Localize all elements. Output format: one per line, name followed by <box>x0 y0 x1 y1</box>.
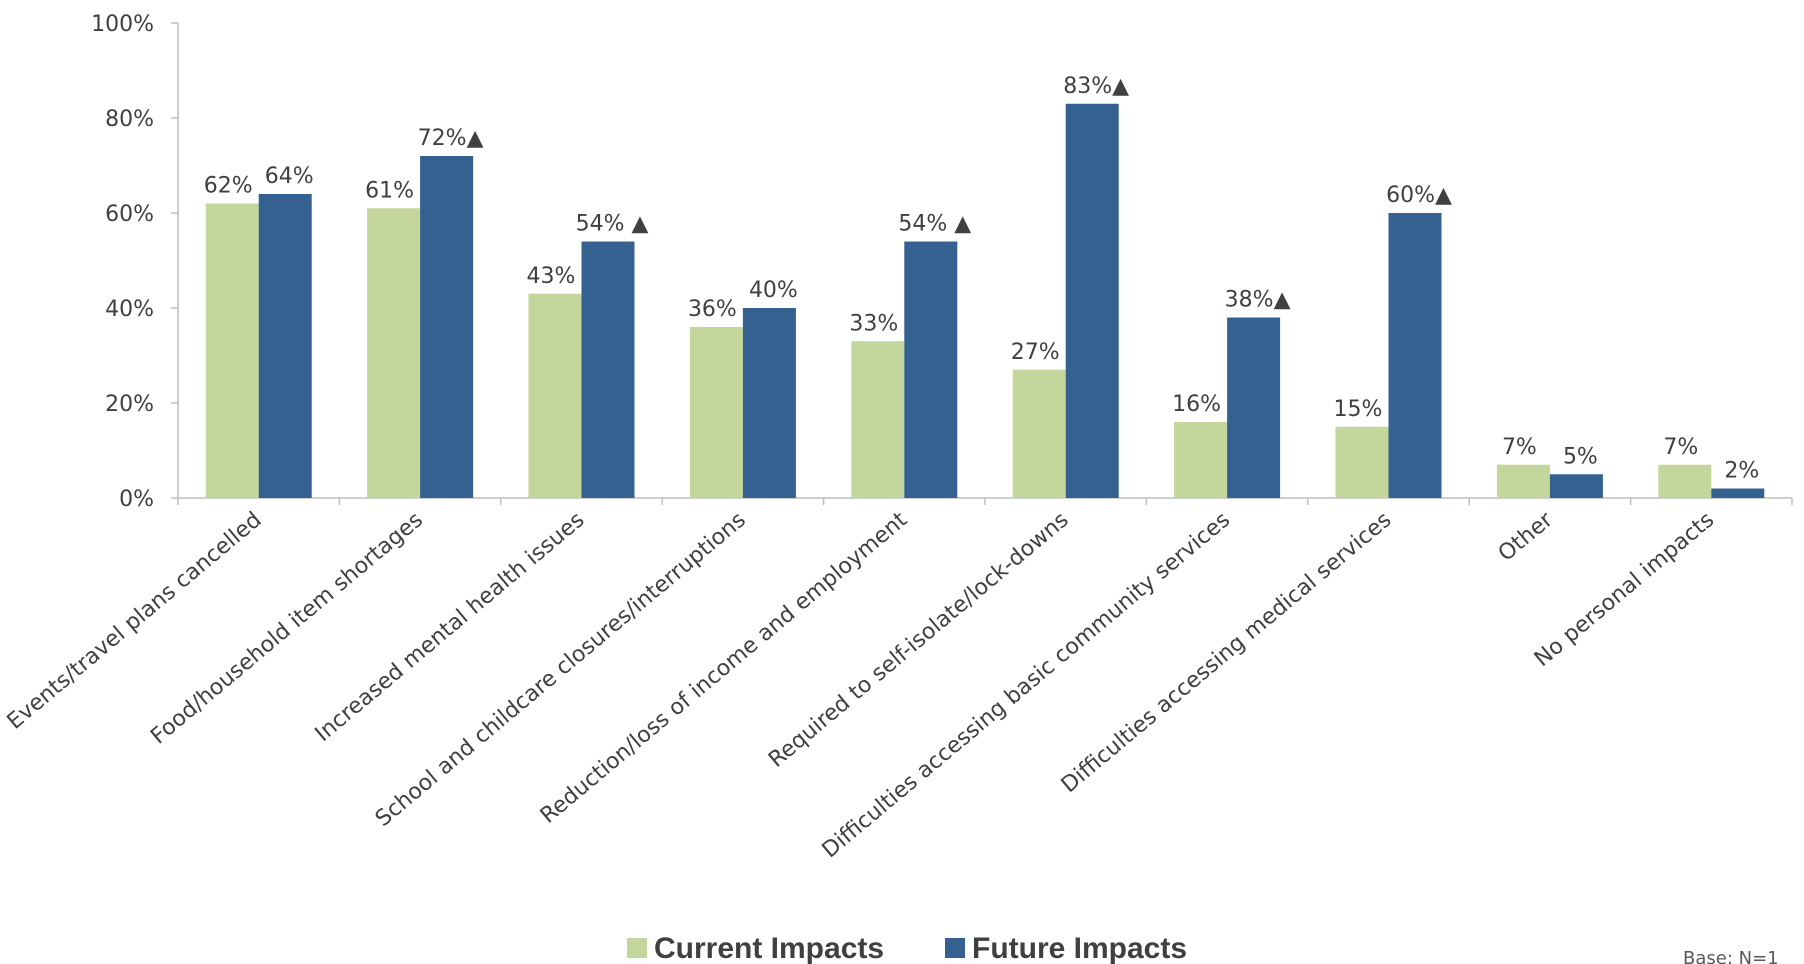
category-labels: Events/travel plans cancelledFood/househ… <box>3 507 1720 863</box>
y-tick-label: 60% <box>105 202 154 227</box>
bar-current <box>851 341 905 498</box>
category-label: Increased mental health issues <box>311 507 590 746</box>
data-label-future: 64% <box>265 164 314 189</box>
data-labels: 62% 61% 43% 36% 33% 27% 16% 15% 7% 7% 64% 72%▲ 54% ▲… <box>204 74 1760 484</box>
bar-current <box>689 327 743 498</box>
data-label-future: 5% <box>1563 444 1598 469</box>
data-label-future: 83%▲ <box>1063 74 1129 99</box>
bar-future <box>258 194 312 498</box>
data-label-current: 16% <box>1172 392 1221 417</box>
bar-future <box>1549 474 1603 498</box>
bars <box>205 103 1765 498</box>
bar-current <box>1012 369 1066 498</box>
data-label-current: 7% <box>1663 435 1698 460</box>
category-label: Required to self-isolate/lock-downs <box>764 507 1073 772</box>
data-label-future: 38%▲ <box>1225 288 1291 313</box>
data-label-future: 60%▲ <box>1386 183 1452 208</box>
data-label-future: 72%▲ <box>418 126 484 151</box>
legend: Current Impacts Future Impacts <box>627 932 1187 964</box>
legend-label-future: Future Impacts <box>972 932 1187 964</box>
base-footnote: Base: N=1 <box>1683 948 1779 964</box>
bar-current <box>367 208 421 498</box>
data-label-current: 61% <box>365 178 414 203</box>
data-label-future: 54% ▲ <box>898 212 971 237</box>
bar-current <box>205 203 259 498</box>
data-label-current: 33% <box>849 311 898 336</box>
category-label: School and childcare closures/interrupti… <box>371 507 751 831</box>
category-label: Food/household item shortages <box>146 507 428 749</box>
legend-swatch-future <box>945 938 965 958</box>
bar-future <box>1227 317 1281 498</box>
category-label: No personal impacts <box>1530 507 1719 671</box>
bar-current <box>1658 464 1712 498</box>
bar-current <box>1335 426 1389 498</box>
y-tick-label: 20% <box>105 392 154 417</box>
bar-future <box>1065 103 1119 498</box>
bar-future <box>1388 213 1442 498</box>
y-tick-label: 0% <box>119 487 154 512</box>
bar-current <box>1496 464 1550 498</box>
legend-label-current: Current Impacts <box>654 932 884 964</box>
category-label: Reduction/loss of income and employment <box>536 507 912 829</box>
bar-future <box>1711 488 1765 498</box>
bar-future <box>904 241 958 498</box>
data-label-future: 2% <box>1724 459 1759 484</box>
data-label-current: 36% <box>688 297 737 322</box>
bar-current <box>528 293 582 498</box>
data-label-current: 27% <box>1011 340 1060 365</box>
bar-future <box>742 308 796 498</box>
data-label-future: 40% <box>749 278 798 303</box>
data-label-current: 62% <box>204 174 253 199</box>
bar-current <box>1174 422 1228 498</box>
y-tick-label: 100% <box>91 12 154 37</box>
bar-future <box>420 156 474 498</box>
category-label: Other <box>1494 507 1559 567</box>
data-label-current: 15% <box>1334 397 1383 422</box>
y-tick-label: 80% <box>105 107 154 132</box>
data-label-current: 7% <box>1502 435 1537 460</box>
data-label-future: 54% ▲ <box>576 212 649 237</box>
category-label: Difficulties accessing medical services <box>1057 507 1397 798</box>
legend-swatch-current <box>627 938 647 958</box>
y-tick-label: 40% <box>105 297 154 322</box>
data-label-current: 43% <box>527 264 576 289</box>
bar-future <box>581 241 635 498</box>
category-label: Events/travel plans cancelled <box>3 507 267 734</box>
